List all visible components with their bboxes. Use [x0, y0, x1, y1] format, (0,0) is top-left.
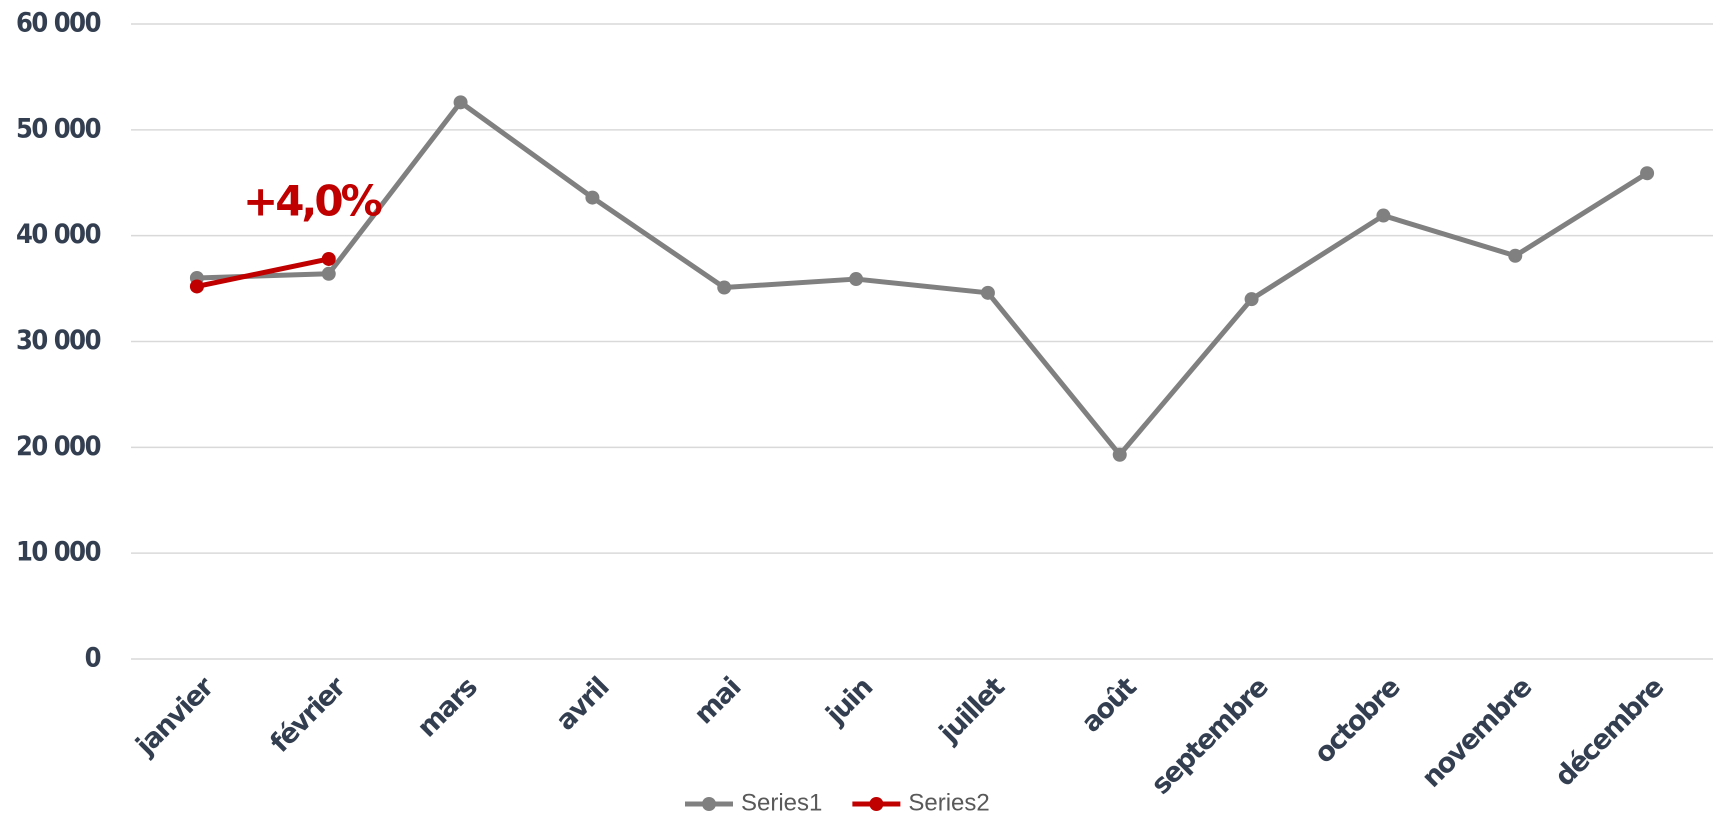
point: [321, 266, 336, 281]
point: [980, 285, 995, 300]
point: [849, 272, 864, 287]
x-tick-label: novembre: [1416, 672, 1538, 794]
x-tick-label: février: [264, 671, 352, 759]
point: [1376, 208, 1391, 223]
point: [189, 279, 204, 294]
legend-label: Series2: [908, 789, 989, 816]
point: [321, 251, 336, 266]
y-tick-label: 60 000: [16, 8, 101, 39]
legend-swatch-marker: [702, 797, 716, 811]
point: [717, 280, 732, 295]
x-tick-label: juin: [820, 672, 879, 731]
x-tick-label: décembre: [1549, 672, 1669, 792]
y-tick-label: 30 000: [16, 325, 101, 356]
y-tick-label: 50 000: [16, 113, 101, 144]
x-tick-label: août: [1076, 671, 1144, 739]
y-tick-label: 40 000: [16, 219, 101, 250]
x-tick-label: mars: [412, 672, 484, 744]
x-tick-label: juillet: [933, 671, 1011, 749]
x-tick-label: avril: [550, 672, 614, 736]
annotation: +4,0%: [243, 177, 382, 226]
y-tick-label: 20 000: [16, 431, 101, 462]
legend-label: Series1: [741, 789, 822, 816]
x-tick-label: octobre: [1308, 672, 1405, 769]
legend-swatch-marker: [869, 797, 884, 811]
x-tick-label: janvier: [130, 671, 221, 762]
point: [1112, 447, 1127, 462]
x-tick-label: septembre: [1145, 672, 1273, 800]
y-tick-label: 10 000: [16, 537, 101, 568]
series-line: [196, 99, 1649, 458]
x-tick-label: mai: [688, 672, 746, 730]
point: [585, 190, 600, 205]
point: [453, 95, 468, 110]
series-line: [196, 256, 330, 289]
point: [1640, 166, 1655, 181]
point: [1508, 248, 1523, 263]
y-tick-label: 0: [85, 643, 101, 674]
point: [1244, 292, 1259, 307]
